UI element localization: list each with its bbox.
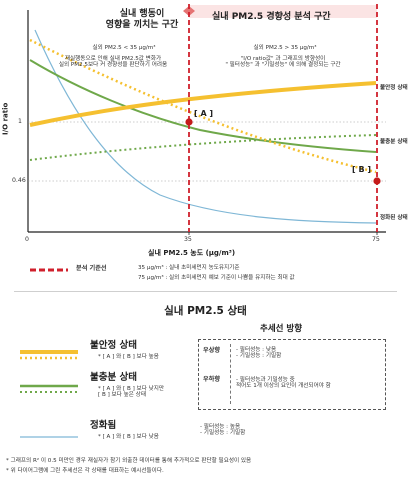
curve-insufficient-dotted (29, 134, 377, 161)
trend-desc-up: - 필터성능 : 낮음 - 기밀성능 : 기밀함 (236, 347, 282, 360)
legend-item-title: 정화됨 (90, 420, 117, 431)
legend-item-desc: * [ A ] 와 [ B ] 보다 낮지만 [ B ] 보다 높은 상태 (98, 386, 165, 399)
y-tick-1: 1 (18, 118, 22, 125)
divider (14, 291, 397, 292)
zone-arrow-icon (189, 6, 195, 16)
zone-right-title: 실내 PM2.5 경향성 분석 구간 (212, 12, 331, 22)
legend-title: 실내 PM2.5 상태 (164, 305, 247, 317)
trend-divider (230, 344, 231, 404)
analysis-zone-band (189, 5, 377, 18)
trend-desc-clean: - 필터성능 : 높음 - 기밀성능 : 기밀함 (200, 424, 246, 437)
curve-unstable-dotted (29, 38, 377, 174)
zone-right-subtitle: 실외 PM2.5 > 35 μg/m³ (253, 45, 317, 51)
trend-direction-down: 우하향 (203, 376, 221, 383)
io-ratio-diagram (27, 4, 386, 235)
reference-note-75: 75 μg/m³ : 실외 초미세먼지 예보 기준이 나쁨을 유지하는 최대 값 (138, 275, 295, 281)
legend-item-title: 불안정 상태 (90, 340, 138, 351)
trend-desc-down: - 필터성능과 기밀성능 중 적어도 1개 이상의 요인이 개선되어야 함 (236, 377, 331, 390)
y-axis-label: I/O ratio (1, 102, 10, 135)
point-b-marker (373, 177, 381, 185)
curve-unstable-solid (29, 81, 377, 127)
zone-right-description: "I/O ratio값" 과 그래프의 방향성이 " 필터성능" 과 "기밀성능… (225, 56, 341, 69)
legend-item-desc: * [ A ] 와 [ B ] 보다 높음 (98, 354, 159, 360)
trend-header: 추세선 방향 (260, 324, 303, 334)
x-tick-label-75: 75 (372, 236, 380, 243)
zone-left-subtitle: 실외 PM2.5 < 35 μg/m³ (92, 45, 156, 51)
reference-note-35: 35 μg/m³ : 실내 초미세먼지 농도유지기준 (138, 265, 240, 271)
x-tick-label-0: 0 (25, 236, 29, 243)
x-axis-label: 실내 PM2.5 농도 (μg/m³) (148, 249, 236, 257)
curve-clean (34, 29, 377, 224)
footnote-1: * 그래프의 R² 이 0.5 미만인 경우 재실자가 참기 외출한 데이터를 … (6, 458, 252, 464)
curve-label-clean: 정화된 상태 (380, 215, 408, 221)
curve-label-unstable: 불안정 상태 (380, 85, 408, 91)
x-tick-label-35: 35 (184, 236, 192, 243)
zone-left-title: 실내 행동이 영향을 끼치는 구간 (105, 9, 179, 31)
legend-item-title: 불충분 상태 (90, 372, 138, 383)
zone-arrow-icon (183, 6, 189, 16)
y-tick-046: 0.46 (12, 177, 26, 184)
footnote-2: * 위 다이어그램에 그린 추세선은 각 상태를 대표하는 예시선들이다. (6, 468, 164, 474)
point-a-marker (185, 118, 193, 126)
point-b-label: [ B ] (352, 165, 371, 174)
reference-label: 분석 기준선 (76, 265, 107, 272)
zone-left-description: 재실행동으로 인해 실내 PM2.5값 변화가 실외 PM2.5보다 커 경향성… (58, 56, 168, 69)
legend-item-desc: * [ A ] 와 [ B ] 보다 낮음 (98, 434, 159, 440)
trend-direction-up: 우상향 (203, 347, 221, 354)
point-a-label: [ A ] (194, 109, 214, 118)
curve-insufficient-solid (29, 59, 377, 153)
curve-label-insufficient: 불충분 상태 (380, 139, 408, 145)
reference-legend-swatch (30, 268, 68, 272)
trend-box (198, 339, 386, 410)
